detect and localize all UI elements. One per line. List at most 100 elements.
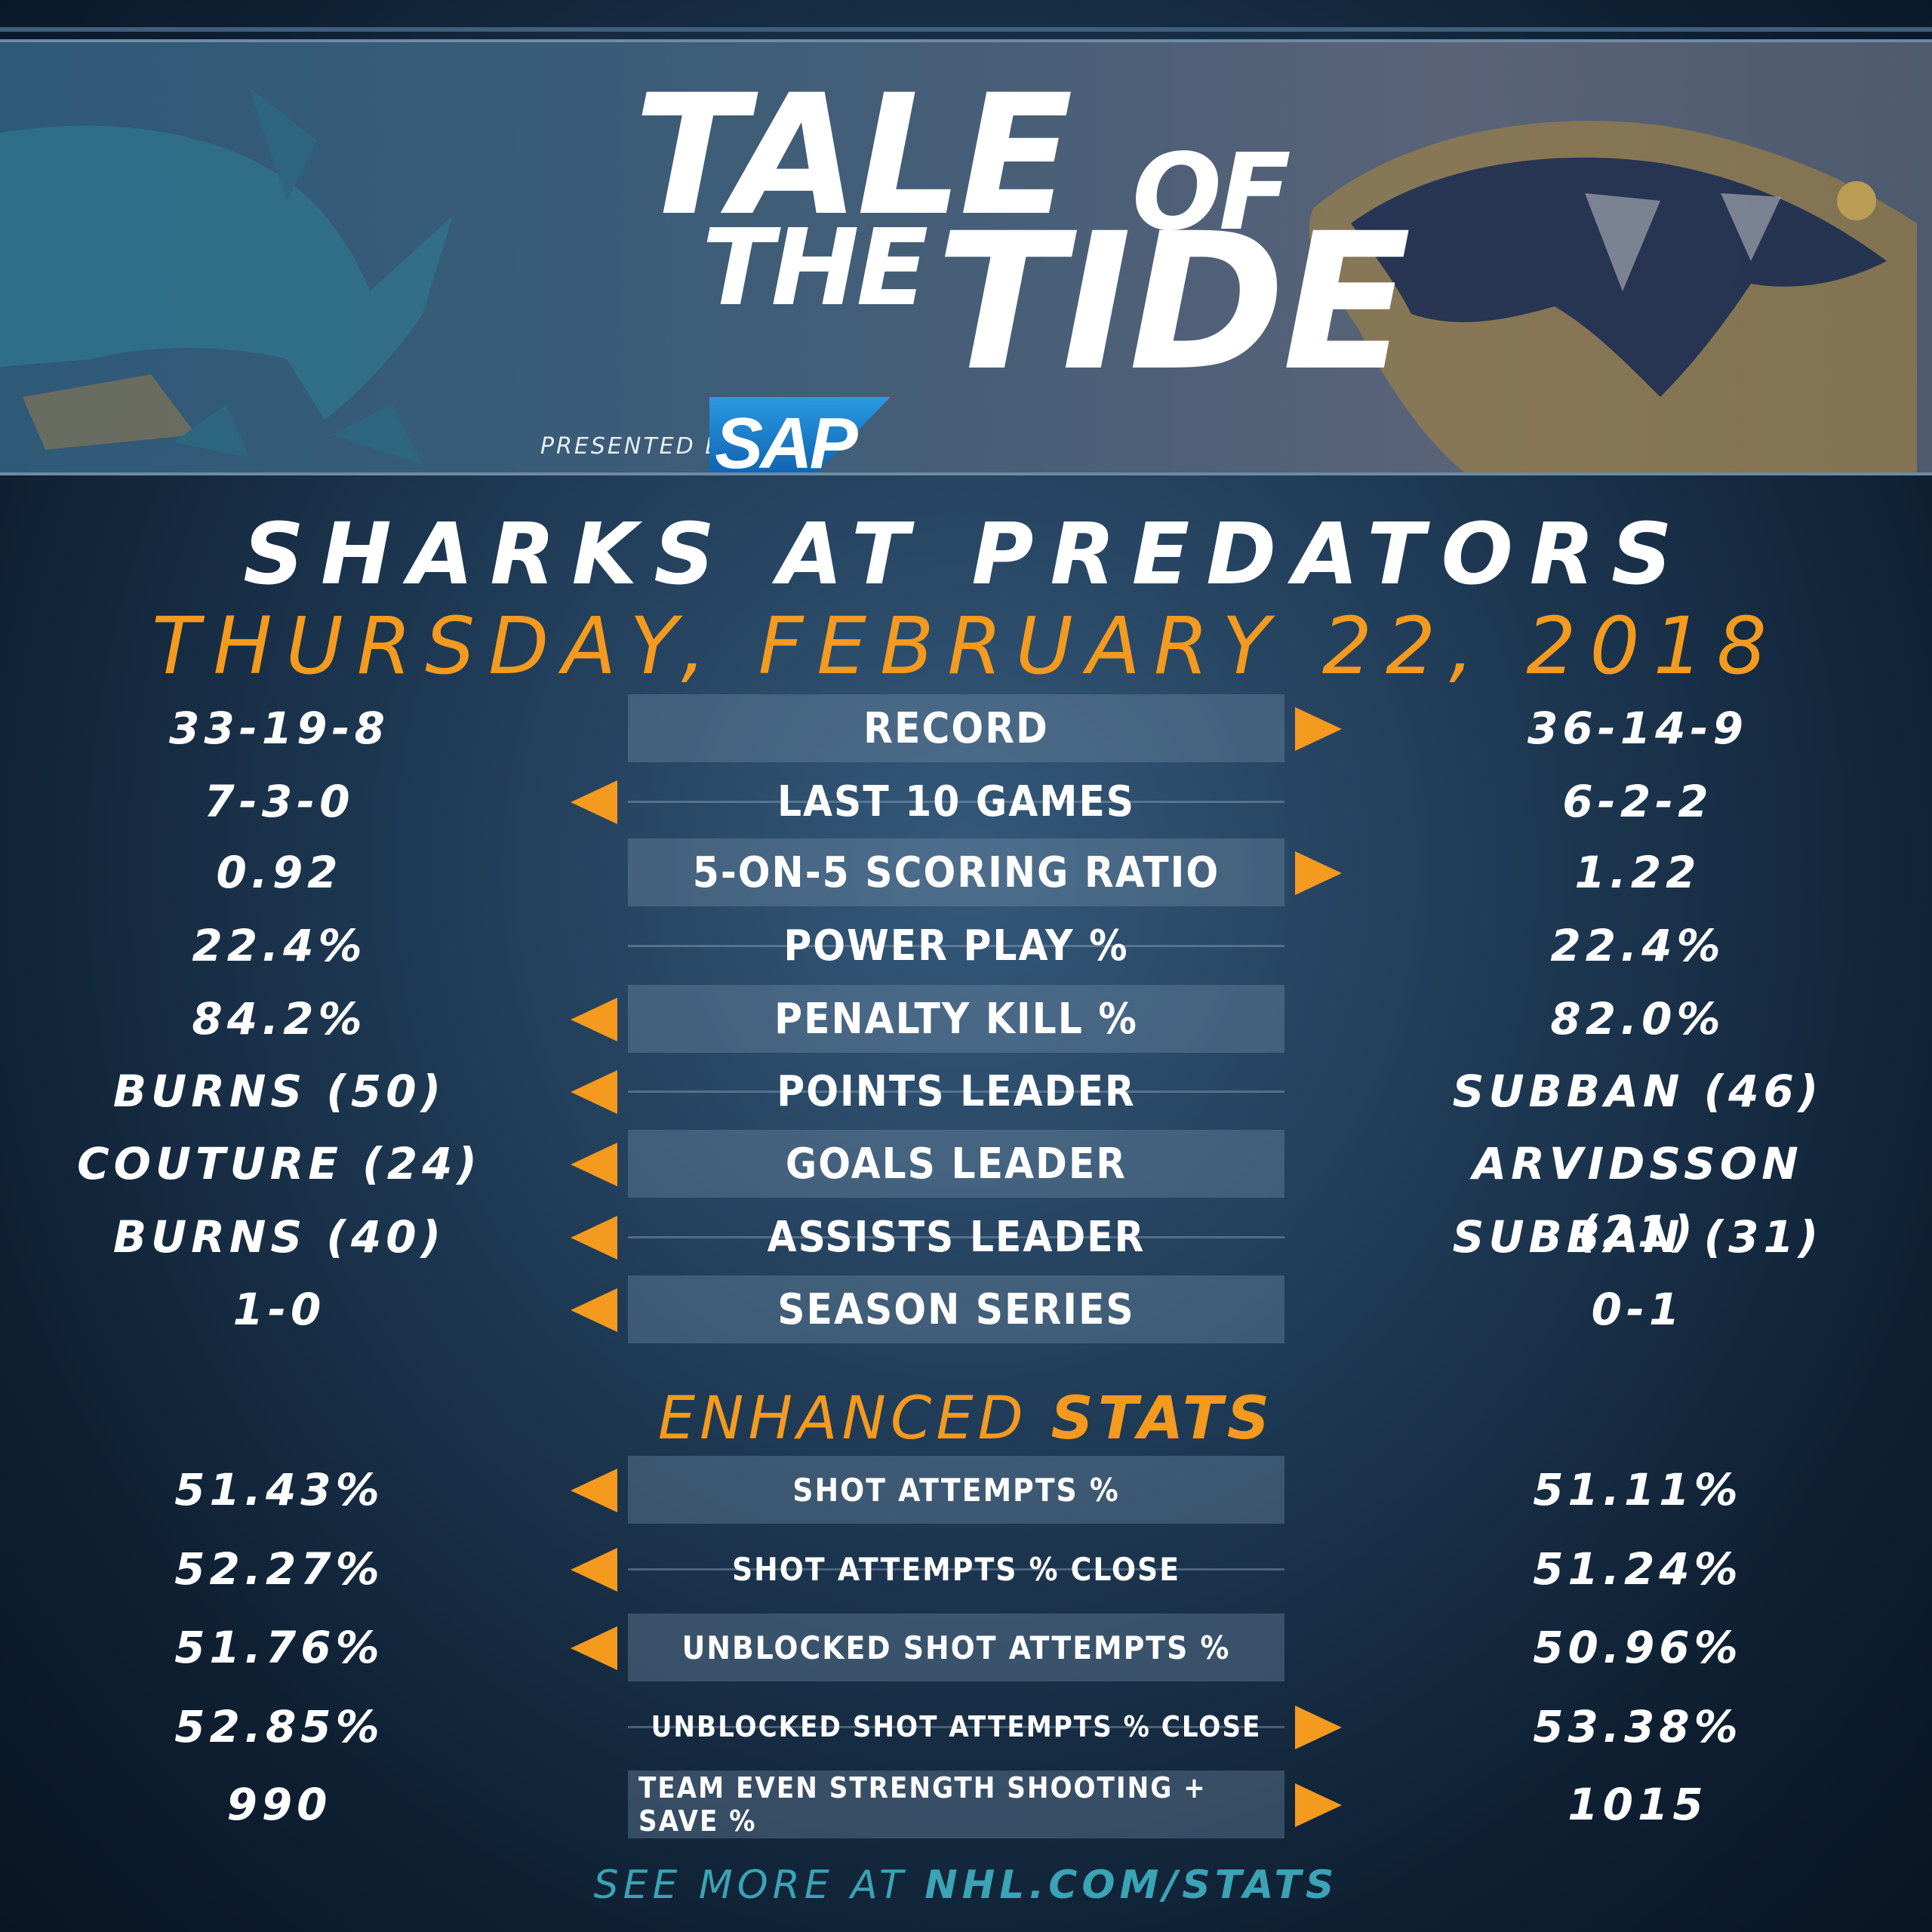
stat-row-power-play: 22.4% POWER PLAY % 22.4% (0, 912, 1932, 980)
predators-value: ARVIDSSON (21) (1472, 1138, 1803, 1257)
stat-label-box: UNBLOCKED SHOT ATTEMPTS % CLOSE (628, 1693, 1284, 1761)
stat-label: SHOT ATTEMPTS % (792, 1471, 1120, 1509)
predators-value: 1015 (1567, 1779, 1708, 1830)
advantage-left-arrow-icon (571, 1216, 617, 1260)
predators-value: 0-1 (1591, 1284, 1684, 1335)
predators-value: 53.38% (1533, 1701, 1743, 1752)
predators-value: 82.0% (1550, 993, 1725, 1044)
sharks-value: COUTURE (24) (77, 1138, 481, 1189)
title-the: THE (702, 207, 928, 330)
predators-value: 1.22 (1574, 847, 1701, 898)
sharks-value: 0.92 (216, 847, 343, 898)
advantage-left-arrow-icon (571, 998, 617, 1041)
predators-value: SUBBAN (46) (1452, 1066, 1823, 1117)
stat-label: RECORD (863, 703, 1049, 753)
advantage-right-arrow-icon (1295, 707, 1342, 751)
title-lockup: TALE OF THE TIDE PRESENTED BY SAP (528, 59, 1434, 475)
presented-by-label: PRESENTED BY (540, 433, 739, 460)
advantage-right-arrow-icon (1295, 1783, 1342, 1827)
stat-row-goals-leader: COUTURE (24) GOALS LEADER ARVIDSSON (21) (0, 1130, 1932, 1257)
sharks-value: 7-3-0 (204, 776, 355, 827)
stat-label-box: SHOT ATTEMPTS % (628, 1456, 1284, 1524)
stat-label: ASSISTS LEADER (767, 1212, 1146, 1262)
stat-label: UNBLOCKED SHOT ATTEMPTS % (681, 1629, 1231, 1666)
enhanced-row-shot-attempts-close: 52.27% SHOT ATTEMPTS % CLOSE 51.24% (0, 1535, 1932, 1603)
stat-label-box: 5-ON-5 SCORING RATIO (628, 838, 1284, 906)
stat-label: PENALTY KILL % (774, 994, 1138, 1044)
advantage-left-arrow-icon (571, 1288, 617, 1332)
enhanced-row-unblocked-close: 52.85% UNBLOCKED SHOT ATTEMPTS % CLOSE 5… (0, 1693, 1932, 1761)
stat-label-box: ASSISTS LEADER (628, 1203, 1284, 1271)
title-tide: TIDE (936, 192, 1411, 412)
enhanced-row-shot-attempts: 51.43% SHOT ATTEMPTS % 51.11% (0, 1456, 1932, 1524)
stat-label-box: GOALS LEADER (628, 1130, 1284, 1198)
enhanced-row-unblocked: 51.76% UNBLOCKED SHOT ATTEMPTS % 50.96% (0, 1614, 1932, 1681)
stat-row-points-leader: BURNS (50) POINTS LEADER SUBBAN (46) (0, 1057, 1932, 1125)
stat-label-box: UNBLOCKED SHOT ATTEMPTS % (628, 1614, 1284, 1681)
advantage-left-arrow-icon (571, 1469, 617, 1512)
predators-value: 36-14-9 (1527, 703, 1748, 754)
footer-prefix: SEE MORE AT (593, 1863, 908, 1908)
advantage-left-arrow-icon (571, 1626, 617, 1670)
stat-label-box: POWER PLAY % (628, 912, 1284, 980)
stat-label: TEAM EVEN STRENGTH SHOOTING + SAVE % (638, 1771, 1207, 1838)
sharks-logo-icon (0, 88, 453, 465)
stat-label-box: LAST 10 GAMES (628, 768, 1284, 835)
sharks-value: 22.4% (192, 920, 367, 971)
matchup-title: SHARKS AT PREDATORS (243, 506, 1689, 604)
sap-logo-shape-icon (709, 397, 891, 472)
footer-cta: SEE MORE AT NHL.COM/STATS (0, 1863, 1932, 1908)
sap-logo-text: SAP (715, 403, 857, 475)
predators-value: SUBBAN (31) (1452, 1211, 1823, 1263)
stat-label-box: POINTS LEADER (628, 1057, 1284, 1125)
stats-label: STATS (1051, 1385, 1275, 1453)
title-of: OF (1132, 131, 1291, 254)
title-tale: TALE (634, 59, 1073, 252)
predators-logo-icon (1309, 121, 1917, 472)
footer-link[interactable]: NHL.COM/STATS (924, 1863, 1339, 1908)
top-rule (0, 27, 1932, 32)
sharks-value: 51.43% (174, 1464, 384, 1515)
stat-label: SEASON SERIES (777, 1284, 1135, 1334)
stat-label: GOALS LEADER (785, 1139, 1128, 1189)
predators-value: 6-2-2 (1562, 776, 1713, 827)
header-banner: TALE OF THE TIDE PRESENTED BY SAP (0, 39, 1932, 475)
sharks-value: 51.76% (174, 1622, 384, 1673)
stat-label-box: SEASON SERIES (628, 1275, 1284, 1343)
sharks-value: BURNS (40) (112, 1211, 446, 1263)
stat-label: UNBLOCKED SHOT ATTEMPTS % CLOSE (651, 1710, 1262, 1743)
stat-row-last-10: 7-3-0 LAST 10 GAMES 6-2-2 (0, 768, 1932, 835)
stat-row-assists-leader: BURNS (40) ASSISTS LEADER SUBBAN (31) (0, 1203, 1932, 1271)
sharks-value: BURNS (50) (112, 1066, 446, 1117)
advantage-left-arrow-icon (571, 1143, 617, 1186)
game-date: THURSDAY, FEBRUARY 22, 2018 (152, 600, 1780, 692)
predators-value: 22.4% (1550, 920, 1725, 971)
stat-label-box: RECORD (628, 694, 1284, 762)
advantage-left-arrow-icon (571, 1548, 617, 1592)
enhanced-stats-heading: ENHANCED STATS (0, 1385, 1932, 1453)
stat-label-box: PENALTY KILL % (628, 985, 1284, 1053)
enhanced-label: ENHANCED (657, 1385, 1028, 1453)
sharks-value: 1-0 (232, 1284, 326, 1335)
predators-value: 51.24% (1533, 1543, 1743, 1595)
sharks-value: 84.2% (192, 993, 367, 1044)
stat-row-penalty-kill: 84.2% PENALTY KILL % 82.0% (0, 985, 1932, 1053)
predators-value: 50.96% (1533, 1622, 1743, 1673)
stat-row-season-series: 1-0 SEASON SERIES 0-1 (0, 1275, 1932, 1343)
advantage-right-arrow-icon (1295, 851, 1342, 895)
stat-row-record: 33-19-8 RECORD 36-14-9 (0, 694, 1932, 762)
sharks-value: 990 (226, 1779, 332, 1830)
advantage-left-arrow-icon (571, 1070, 617, 1114)
stat-label: 5-ON-5 SCORING RATIO (692, 848, 1220, 897)
enhanced-row-even-strength: 990 TEAM EVEN STRENGTH SHOOTING + SAVE %… (0, 1770, 1932, 1838)
advantage-left-arrow-icon (571, 780, 617, 824)
sharks-value: 33-19-8 (169, 703, 389, 754)
stat-label-box: TEAM EVEN STRENGTH SHOOTING + SAVE % (628, 1770, 1284, 1838)
advantage-right-arrow-icon (1295, 1706, 1342, 1749)
sharks-value: 52.27% (174, 1543, 384, 1595)
sharks-value: 52.85% (174, 1701, 384, 1752)
stat-label: POINTS LEADER (777, 1066, 1136, 1116)
stat-label-box: SHOT ATTEMPTS % CLOSE (628, 1535, 1284, 1603)
stat-row-scoring-ratio: 0.92 5-ON-5 SCORING RATIO 1.22 (0, 838, 1932, 906)
sap-logo: SAP (709, 397, 891, 475)
